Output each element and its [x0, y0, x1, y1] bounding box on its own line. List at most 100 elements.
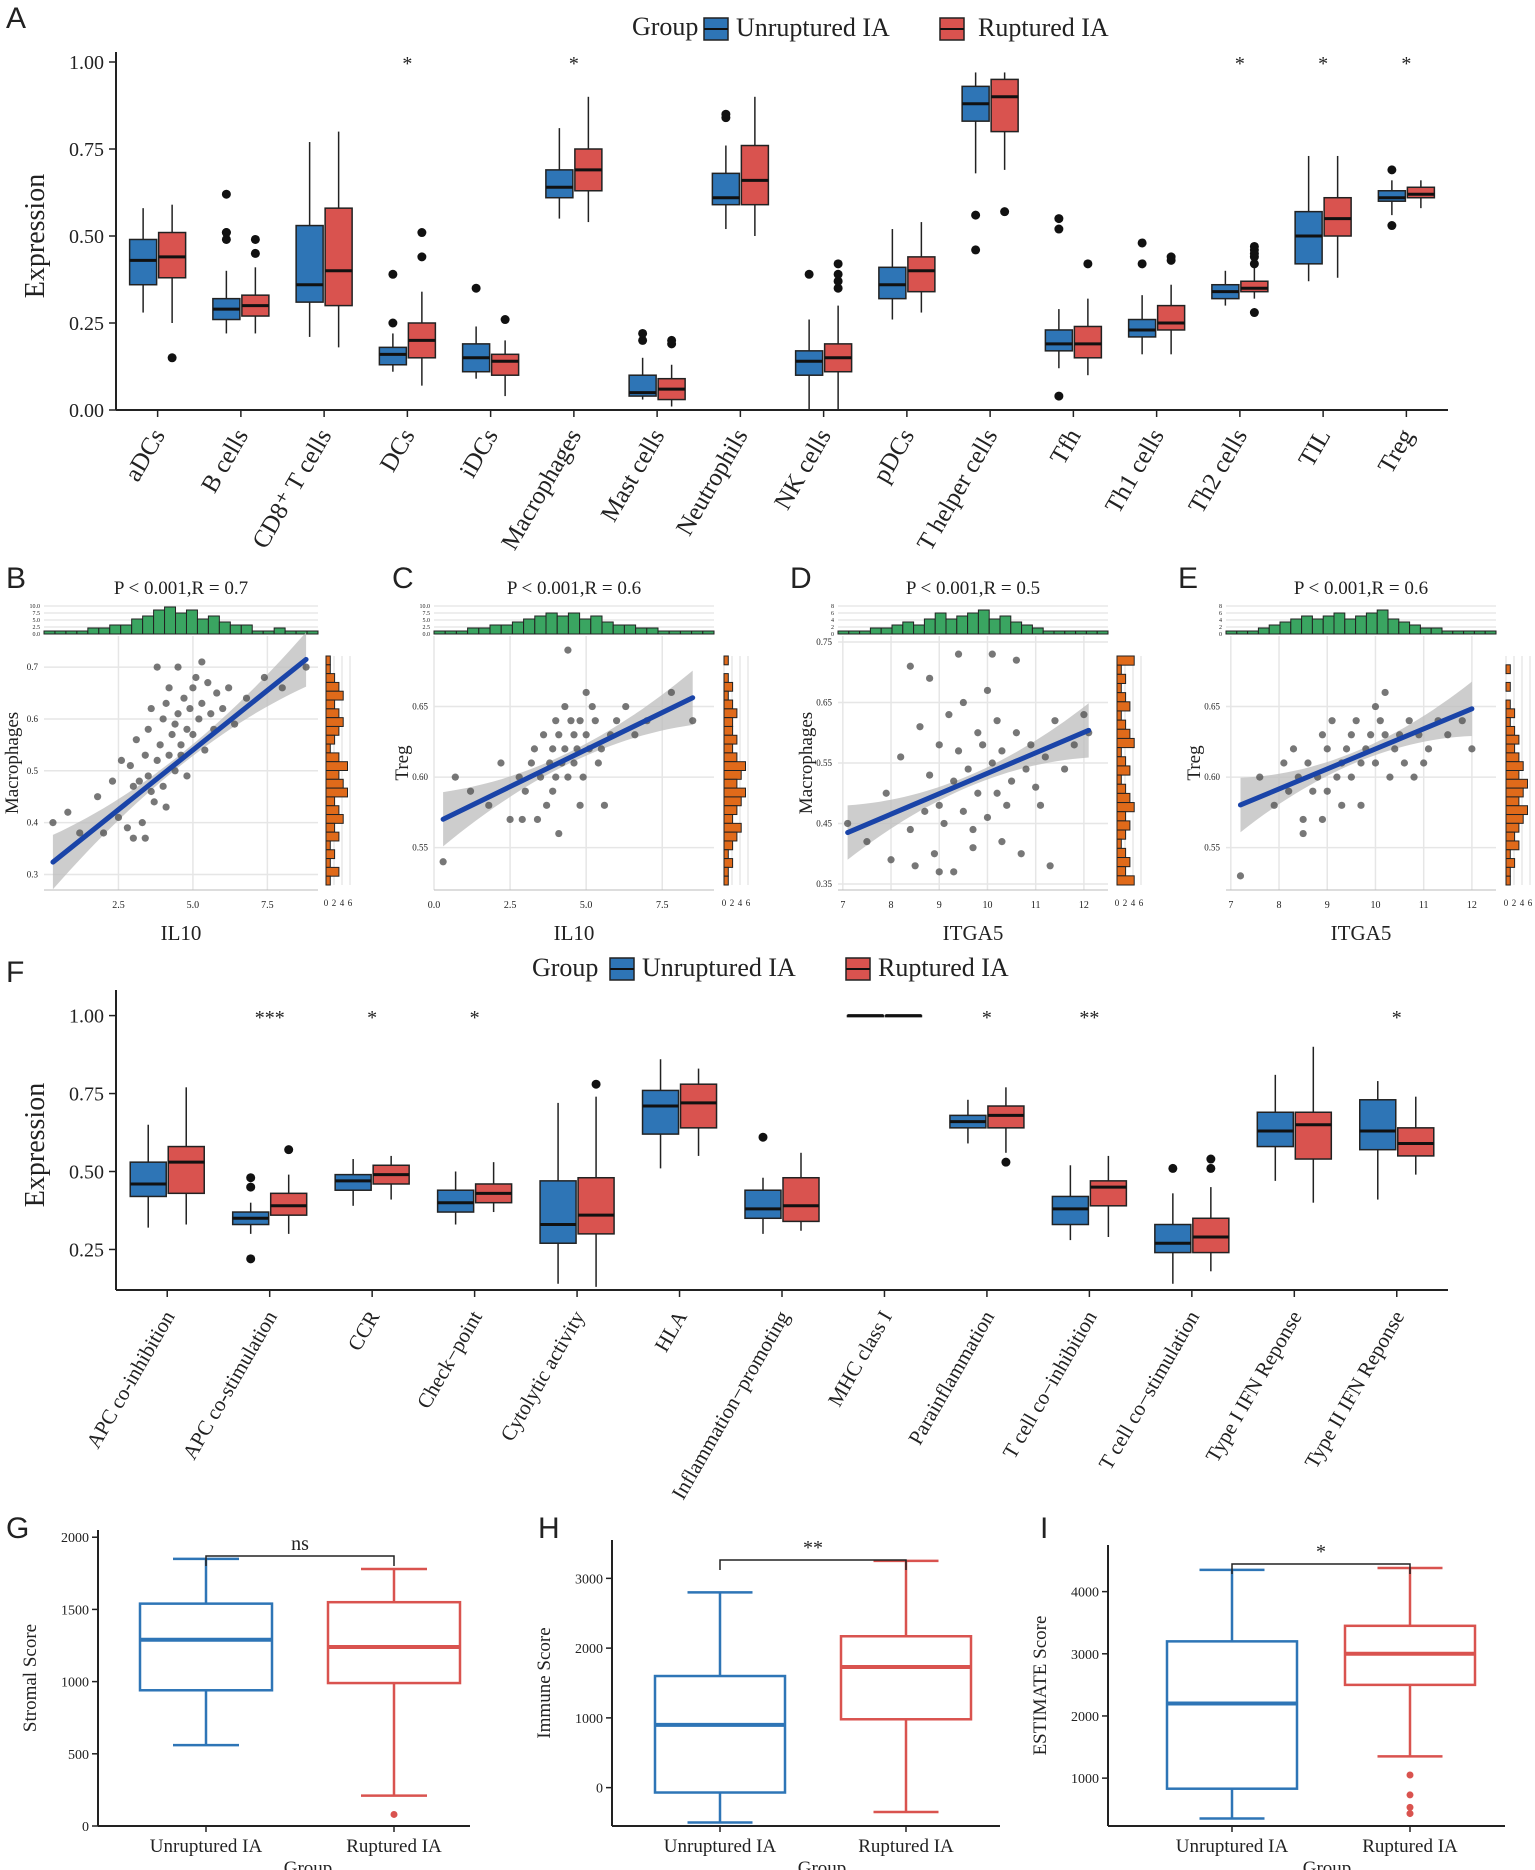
top-hist-axis-label: 2.5: [423, 625, 431, 631]
scatter-point: [1256, 773, 1264, 781]
right-hist-bar: [1116, 774, 1122, 785]
top-hist-bar: [444, 630, 457, 635]
significance-marker: *: [470, 1007, 480, 1029]
scatter-point: [1333, 773, 1341, 781]
y-tick-label: 0.65: [412, 702, 428, 712]
scatter-point: [570, 759, 578, 767]
top-hist-axis-label: 0.0: [33, 632, 41, 638]
outlier-point: [971, 210, 981, 220]
box-unruptured: [138, 1557, 274, 1832]
right-hist-bar: [723, 699, 734, 710]
scatter-point: [219, 704, 227, 713]
right-hist-bar: [1116, 792, 1131, 804]
right-hist-bar: [723, 708, 738, 719]
right-hist-bar: [1505, 725, 1516, 736]
right-hist-bar: [723, 690, 729, 701]
top-hist-axis-label: 0: [831, 632, 834, 638]
scatter-point: [1289, 745, 1298, 753]
box-iqr: [295, 224, 324, 303]
outlier-point: [833, 283, 843, 293]
scatter-point: [935, 868, 943, 876]
right-hist-axis-label: 4: [340, 898, 345, 908]
x-axis-label: IL10: [161, 921, 202, 945]
top-hist-bar: [1290, 618, 1303, 635]
box-iqr: [653, 1674, 787, 1794]
scatter-point: [549, 745, 557, 753]
x-tick-label: CCR: [343, 1307, 385, 1355]
scatter-point: [926, 771, 934, 779]
y-tick-label: 0.55: [816, 758, 832, 768]
scatter-point: [597, 745, 605, 753]
outlier-point: [833, 259, 843, 269]
box-unruptured: [1294, 155, 1323, 282]
chart-panel-a: 0.00 0.25 0.50 0.75 1.00 Expression aDCs B cell…: [20, 52, 1448, 555]
right-hist-bar: [1116, 673, 1127, 684]
box-iqr: [1377, 190, 1407, 202]
box-unruptured: [334, 1159, 372, 1206]
box-ruptured: [326, 1567, 462, 1832]
y-axis-label: Macrophages: [796, 712, 817, 814]
scatter-point: [1299, 815, 1307, 824]
outlier-point: [221, 234, 231, 244]
scatter-point: [945, 711, 953, 719]
top-hist-axis-label: 5.0: [423, 618, 431, 624]
top-hist-bar: [923, 618, 936, 635]
scatter-point: [882, 789, 890, 797]
x-tick-label: Macrophages: [496, 425, 587, 555]
box-ruptured: [167, 1087, 205, 1225]
scatter-point: [1371, 702, 1380, 711]
right-hist-bar: [1116, 847, 1127, 859]
top-hist-bar: [164, 606, 177, 635]
outlier-point: [833, 276, 843, 286]
scatter-point: [631, 731, 639, 739]
outlier-point: [1168, 1163, 1178, 1173]
y-tick-label: 0.50: [69, 1162, 104, 1184]
scatter-point: [1007, 777, 1016, 785]
scatter-point: [1309, 787, 1317, 795]
outlier-point: [667, 335, 677, 345]
right-hist-bar: [1505, 840, 1520, 851]
box-iqr: [794, 350, 824, 376]
y-tick-label: 0.50: [69, 226, 104, 248]
scatter-point: [906, 662, 914, 670]
box-unruptured: [1377, 165, 1407, 231]
outlier-point: [1054, 224, 1064, 234]
scatter-point: [132, 736, 140, 744]
right-hist-bar: [1505, 814, 1524, 824]
y-axis-label: Expression: [20, 1083, 51, 1207]
top-hist-bar: [646, 627, 659, 635]
panel-label-c: C: [392, 562, 414, 595]
right-hist-bar: [325, 690, 344, 701]
y-axis-label: Treg: [392, 745, 413, 781]
y-tick-label: 1000: [61, 1676, 89, 1691]
right-hist-axis-label: 0: [1504, 898, 1509, 908]
scatter-point: [162, 803, 170, 811]
box-unruptured: [212, 189, 241, 334]
scatter-point: [189, 684, 197, 692]
chart-panel-f: 0.25 0.50 0.75 1.00 Expression APC co-inhibit…: [20, 990, 1448, 1504]
y-tick-label: 0.75: [69, 139, 104, 161]
right-hist-bar: [1116, 783, 1127, 794]
y-tick-label: 3000: [1071, 1648, 1099, 1663]
right-hist-bar: [1505, 778, 1528, 789]
y-tick-label: 4000: [1071, 1586, 1099, 1601]
top-hist-bar: [1236, 630, 1249, 635]
y-tick-label: 0.65: [1204, 702, 1220, 712]
top-hist-bar: [1031, 627, 1044, 635]
top-hist-bar: [523, 618, 536, 635]
outlier-point: [221, 189, 231, 199]
y-axis-label: ESTIMATE Score: [1030, 1616, 1051, 1756]
box-iqr: [878, 266, 907, 300]
scatter-point: [141, 751, 149, 759]
box-iqr: [1165, 1640, 1299, 1790]
top-hist-axis-label: 10.0: [420, 604, 431, 610]
scatter-point: [926, 674, 934, 682]
scatter-point: [123, 824, 131, 832]
right-hist-bar: [325, 743, 331, 754]
scatter-point: [1318, 815, 1327, 824]
outlier-point: [1249, 308, 1259, 318]
x-tick-label: Th1 cells: [1100, 425, 1170, 518]
y-tick-label: 0.3: [27, 869, 39, 879]
top-hist-bar: [668, 630, 681, 635]
top-hist-bar: [1333, 612, 1346, 635]
